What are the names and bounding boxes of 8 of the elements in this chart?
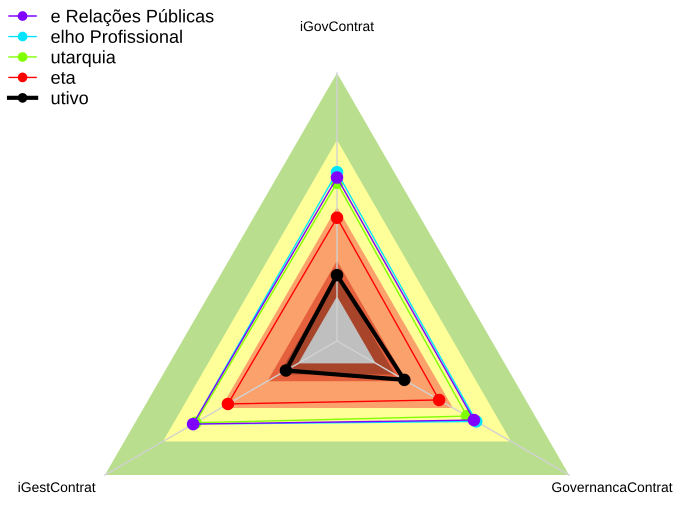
spoke-label: iGestContrat — [18, 482, 96, 492]
spoke-label: iGovContrat — [300, 20, 374, 32]
legend-label: e Relações Públicas — [51, 9, 214, 26]
legend-label: eta — [51, 72, 76, 84]
legend-label: elho Profissional — [51, 30, 182, 44]
legend-label: utarquia — [52, 50, 116, 68]
legend-label: utivo — [52, 91, 88, 104]
spoke-label: GovernancaContrat — [552, 482, 672, 492]
